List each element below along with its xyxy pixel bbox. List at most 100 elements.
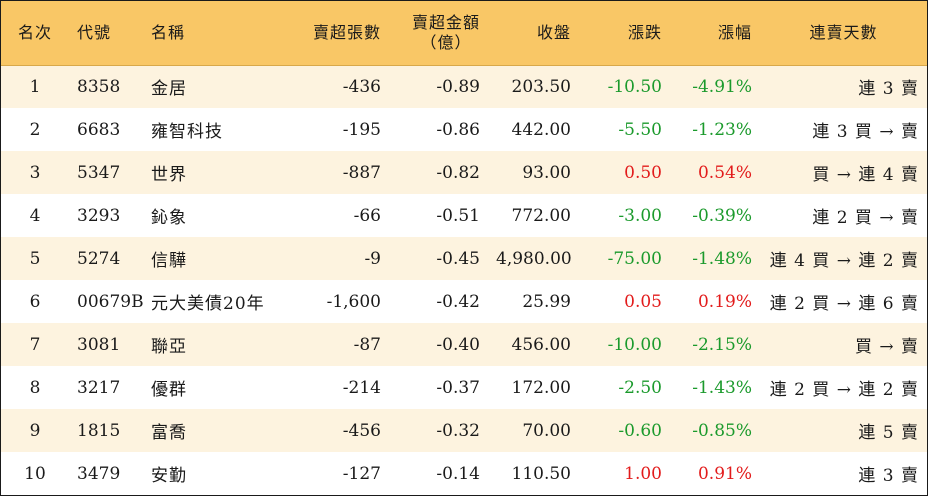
name-cell: 安勤 bbox=[151, 466, 187, 486]
change-pct-cell: -0.39% bbox=[692, 205, 752, 226]
name-cell: 鈊象 bbox=[151, 208, 187, 228]
rank-cell: 8 bbox=[29, 377, 41, 398]
net-sell-lots-cell: -436 bbox=[342, 76, 381, 97]
code-cell: 3081 bbox=[77, 334, 121, 355]
header-net-sell-amount-line1: 賣超金額 bbox=[411, 12, 480, 32]
net-sell-lots-cell: -1,600 bbox=[326, 291, 381, 312]
change-cell: -10.50 bbox=[607, 76, 662, 97]
code-cell: 8358 bbox=[77, 76, 121, 97]
header-net-sell-amount: 賣超金額 （億） bbox=[389, 1, 488, 66]
change-cell: -0.60 bbox=[618, 420, 662, 441]
streak-cell: 連 2 買 → 連 6 賣 bbox=[769, 294, 919, 314]
table-row: 1 8358 金居 -436 -0.89 203.50 -10.50 -4.91% 連 3 賣 bbox=[1, 65, 927, 108]
close-price-cell: 442.00 bbox=[511, 119, 571, 140]
net-sell-lots-cell: -127 bbox=[342, 463, 381, 484]
net-sell-amount-cell: -0.32 bbox=[436, 420, 480, 441]
change-pct-cell: -1.23% bbox=[692, 119, 752, 140]
change-pct-cell: -2.15% bbox=[692, 334, 752, 355]
net-sell-lots-cell: -887 bbox=[342, 162, 381, 183]
net-sell-lots-cell: -66 bbox=[353, 205, 381, 226]
net-sell-amount-cell: -0.40 bbox=[436, 334, 480, 355]
change-cell: 0.05 bbox=[624, 291, 662, 312]
name-cell: 富喬 bbox=[151, 423, 187, 443]
net-sell-amount-cell: -0.89 bbox=[436, 76, 480, 97]
close-price-cell: 4,980.00 bbox=[496, 248, 572, 269]
code-cell: 1815 bbox=[77, 420, 121, 441]
net-sell-amount-cell: -0.86 bbox=[436, 119, 480, 140]
change-cell: -2.50 bbox=[618, 377, 662, 398]
net-sell-amount-cell: -0.45 bbox=[436, 248, 480, 269]
table-header-row: 名次 代號 名稱 賣超張數 賣超金額 （億） 收盤 漲跌 漲幅 連賣天數 bbox=[1, 1, 927, 66]
code-cell: 6683 bbox=[77, 119, 121, 140]
name-cell: 聯亞 bbox=[151, 337, 187, 357]
code-cell: 5274 bbox=[77, 248, 121, 269]
change-cell: 0.50 bbox=[624, 162, 662, 183]
table-row: 10 3479 安勤 -127 -0.14 110.50 1.00 0.91% 連 3 賣 bbox=[1, 452, 927, 495]
rank-cell: 1 bbox=[29, 76, 41, 97]
net-sell-lots-cell: -87 bbox=[353, 334, 381, 355]
header-name: 名稱 bbox=[143, 1, 276, 66]
net-sell-lots-cell: -9 bbox=[364, 248, 381, 269]
change-pct-cell: -1.43% bbox=[692, 377, 752, 398]
streak-cell: 連 2 買 → 連 2 賣 bbox=[769, 380, 919, 400]
change-pct-cell: 0.91% bbox=[697, 463, 752, 484]
name-cell: 金居 bbox=[151, 79, 187, 100]
rank-cell: 10 bbox=[24, 463, 46, 484]
streak-cell: 連 3 賣 bbox=[858, 79, 919, 100]
name-cell: 元大美債20年 bbox=[151, 294, 265, 314]
net-sell-amount-cell: -0.82 bbox=[436, 162, 480, 183]
table-row: 7 3081 聯亞 -87 -0.40 456.00 -10.00 -2.15% 買 → 賣 bbox=[1, 323, 927, 366]
header-net-sell-amount-block: 賣超金額 （億） bbox=[412, 13, 480, 53]
close-price-cell: 172.00 bbox=[511, 377, 571, 398]
net-sell-lots-cell: -195 bbox=[342, 119, 381, 140]
header-change: 漲跌 bbox=[579, 1, 670, 66]
streak-cell: 買 → 賣 bbox=[854, 337, 919, 357]
close-price-cell: 203.50 bbox=[511, 76, 571, 97]
close-price-cell: 70.00 bbox=[522, 420, 571, 441]
name-cell: 世界 bbox=[151, 165, 187, 185]
code-cell: 3293 bbox=[77, 205, 121, 226]
net-sell-amount-cell: -0.51 bbox=[436, 205, 480, 226]
change-pct-cell: -0.85% bbox=[692, 420, 752, 441]
change-cell: 1.00 bbox=[624, 463, 662, 484]
header-change-pct: 漲幅 bbox=[670, 1, 760, 66]
code-cell: 5347 bbox=[77, 162, 121, 183]
change-pct-cell: 0.54% bbox=[697, 162, 752, 183]
header-close: 收盤 bbox=[488, 1, 579, 66]
table-row: 4 3293 鈊象 -66 -0.51 772.00 -3.00 -0.39% 連 2 買 → … bbox=[1, 194, 927, 237]
net-sell-lots-cell: -456 bbox=[342, 420, 381, 441]
table-row: 8 3217 優群 -214 -0.37 172.00 -2.50 -1.43% 連 2 買 →… bbox=[1, 366, 927, 409]
name-cell: 雍智科技 bbox=[151, 122, 223, 142]
change-pct-cell: 0.19% bbox=[697, 291, 752, 312]
name-cell: 優群 bbox=[151, 380, 187, 400]
close-price-cell: 772.00 bbox=[511, 205, 571, 226]
rank-cell: 7 bbox=[29, 334, 41, 355]
table-row: 9 1815 富喬 -456 -0.32 70.00 -0.60 -0.85% 連 5 賣 bbox=[1, 409, 927, 452]
header-rank: 名次 bbox=[1, 1, 69, 66]
table-row: 3 5347 世界 -887 -0.82 93.00 0.50 0.54% 買 → 連 4 賣 bbox=[1, 151, 927, 194]
rank-cell: 3 bbox=[29, 162, 41, 183]
net-sell-lots-cell: -214 bbox=[342, 377, 381, 398]
streak-cell: 連 2 買 → 賣 bbox=[812, 208, 919, 228]
header-code: 代號 bbox=[69, 1, 143, 66]
name-cell: 信驊 bbox=[151, 251, 187, 271]
rank-cell: 5 bbox=[29, 248, 41, 269]
rank-cell: 2 bbox=[29, 119, 41, 140]
rank-cell: 4 bbox=[29, 205, 41, 226]
code-cell: 3479 bbox=[77, 463, 121, 484]
change-cell: -75.00 bbox=[607, 248, 662, 269]
net-sell-amount-cell: -0.14 bbox=[436, 463, 480, 484]
streak-cell: 連 3 賣 bbox=[858, 466, 919, 486]
code-cell: 3217 bbox=[77, 377, 121, 398]
streak-cell: 連 3 買 → 賣 bbox=[812, 122, 919, 142]
change-cell: -5.50 bbox=[618, 119, 662, 140]
close-price-cell: 25.99 bbox=[522, 291, 571, 312]
streak-cell: 連 5 賣 bbox=[858, 423, 919, 443]
close-price-cell: 456.00 bbox=[511, 334, 571, 355]
close-price-cell: 110.50 bbox=[511, 463, 571, 484]
streak-cell: 連 4 買 → 連 2 賣 bbox=[769, 251, 919, 271]
change-pct-cell: -1.48% bbox=[692, 248, 752, 269]
header-net-sell-amount-line2: （億） bbox=[420, 32, 472, 52]
